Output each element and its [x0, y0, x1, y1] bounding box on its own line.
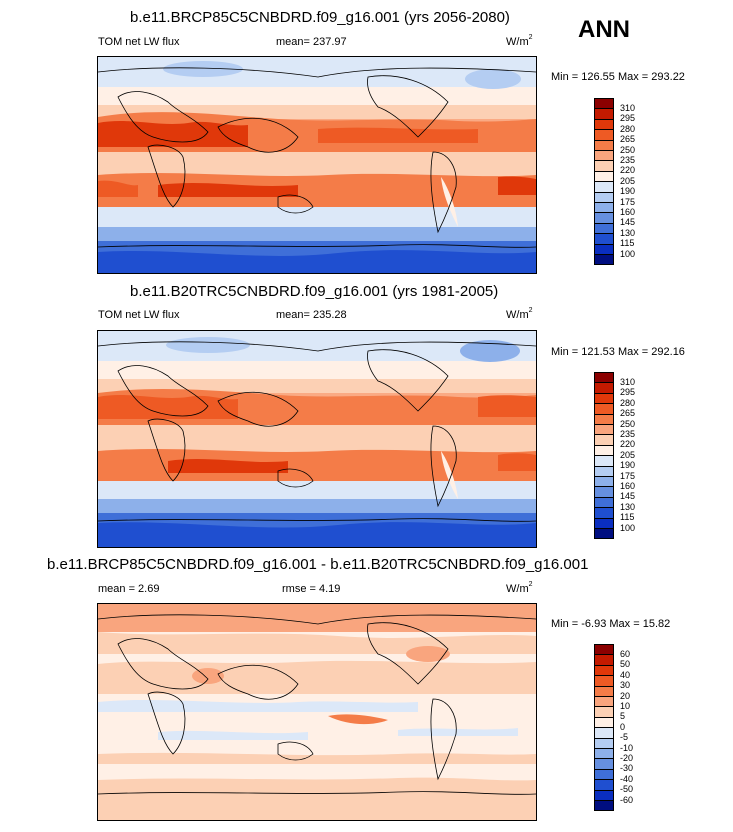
panel2-colorbar-tick-label: 115 — [620, 512, 635, 523]
panel1-colorbar-tick-label: 310 — [620, 102, 636, 113]
panel3-colorbar-tick-label: 30 — [620, 680, 631, 691]
panel2-colorbar-tick-label: 280 — [620, 397, 636, 408]
panel3-colorbar-tick-label: -20 — [620, 752, 634, 763]
panel1-colorbar-tick-label: 250 — [620, 144, 636, 155]
panel3-colorbar-tick-label: 60 — [620, 648, 631, 659]
panel3-colorbar-tick-label: 5 — [620, 711, 626, 722]
panel2-map — [97, 330, 537, 548]
season-label: ANN — [578, 16, 630, 43]
panel1-colorbar-tick-label: 235 — [620, 154, 636, 165]
panel2-colorbar-tick-label: 310 — [620, 376, 636, 387]
panel2-colorbar-swatch — [594, 528, 614, 540]
panel3-colorbar-tick-label: -50 — [620, 784, 634, 795]
panel2-mean-label: mean= 235.28 — [276, 309, 347, 321]
panel1-colorbar-swatch — [594, 254, 614, 266]
panel1-colorbar-tick-label: 265 — [620, 134, 636, 145]
panel3-colorbar-tick-label: -10 — [620, 742, 634, 753]
panel1-colorbar-tick-label: 145 — [620, 217, 636, 228]
panel1-colorbar-tick-label: 115 — [620, 238, 635, 249]
panel3-mean-label: mean = 2.69 — [98, 583, 160, 595]
panel2-colorbar-tick-label: 235 — [620, 428, 636, 439]
panel3-title: b.e11.BRCP85C5CNBDRD.f09_g16.001 - b.e11… — [47, 556, 589, 573]
panel1-colorbar-tick-label: 280 — [620, 123, 636, 134]
panel2-colorbar-tick-label: 205 — [620, 449, 636, 460]
panel1-colorbar-tick-label: 295 — [620, 113, 636, 124]
panel3-colorbar-tick-label: 0 — [620, 721, 626, 732]
panel3-colorbar-tick-label: -30 — [620, 763, 634, 774]
panel1-units: W/m2 — [506, 34, 533, 48]
panel2-variable-label: TOM net LW flux — [98, 309, 180, 321]
panel3-colorbar-tick-label: 20 — [620, 690, 631, 701]
panel2-colorbar-tick-label: 100 — [620, 522, 636, 533]
panel2-colorbar-tick-label: 175 — [620, 470, 636, 481]
panel3-colorbar-tick-label: 40 — [620, 669, 631, 680]
panel1-variable-label: TOM net LW flux — [98, 36, 180, 48]
panel1-title: b.e11.BRCP85C5CNBDRD.f09_g16.001 (yrs 20… — [130, 9, 510, 26]
panel2-colorbar-tick-label: 190 — [620, 460, 636, 471]
panel1-colorbar-tick-label: 100 — [620, 248, 636, 259]
panel2-colorbar-tick-label: 160 — [620, 480, 636, 491]
panel1-map — [97, 56, 537, 274]
panel2-minmax: Min = 121.53 Max = 292.16 — [551, 346, 685, 358]
panel1-colorbar-tick-label: 130 — [620, 227, 636, 238]
panel3-map — [97, 603, 537, 821]
panel2-units: W/m2 — [506, 307, 533, 321]
panel2-title: b.e11.B20TRC5CNBDRD.f09_g16.001 (yrs 198… — [130, 283, 499, 300]
panel3-colorbar-tick-label: 10 — [620, 700, 631, 711]
panel3-colorbar-tick-label: -40 — [620, 773, 634, 784]
panel3-units: W/m2 — [506, 581, 533, 595]
panel1-colorbar-tick-label: 220 — [620, 165, 636, 176]
panel2-colorbar-tick-label: 265 — [620, 408, 636, 419]
panel1-mean-label: mean= 237.97 — [276, 36, 347, 48]
panel1-colorbar-tick-label: 205 — [620, 175, 636, 186]
panel2-colorbar-tick-label: 145 — [620, 491, 636, 502]
panel2-colorbar-tick-label: 220 — [620, 439, 636, 450]
panel1-colorbar-tick-label: 175 — [620, 196, 636, 207]
panel3-colorbar-tick-label: -5 — [620, 732, 629, 743]
panel3-minmax: Min = -6.93 Max = 15.82 — [551, 618, 671, 630]
panel3-rmse-label: rmse = 4.19 — [282, 583, 341, 595]
panel2-colorbar-tick-label: 250 — [620, 418, 636, 429]
panel2-colorbar-tick-label: 130 — [620, 501, 636, 512]
panel3-colorbar-tick-label: -60 — [620, 794, 634, 805]
panel3-colorbar-swatch — [594, 800, 614, 812]
panel3-colorbar-tick-label: 50 — [620, 659, 631, 670]
panel1-colorbar-tick-label: 160 — [620, 206, 636, 217]
panel1-colorbar-tick-label: 190 — [620, 186, 636, 197]
panel1-minmax: Min = 126.55 Max = 293.22 — [551, 71, 685, 83]
panel2-colorbar-tick-label: 295 — [620, 387, 636, 398]
